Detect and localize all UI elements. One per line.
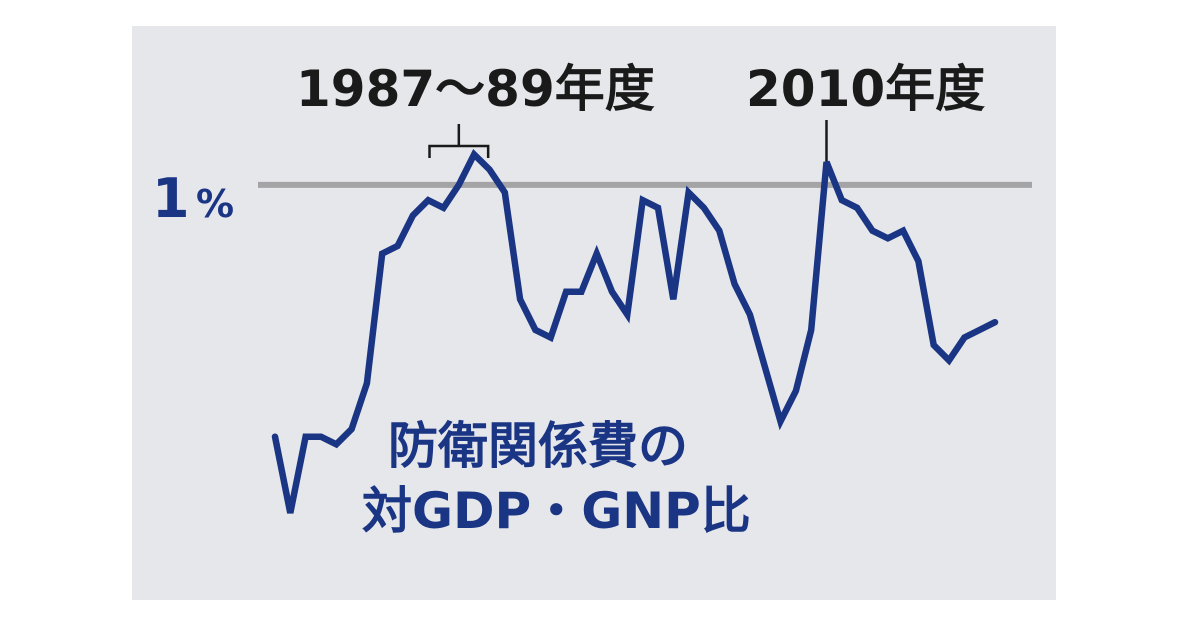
annotation-1987-89-bracket [428,124,490,158]
annotation-2010-label: 2010年度 [746,60,985,118]
annotation-1987-89-label: 1987〜89年度 [296,60,655,118]
reference-label-unit: % [196,182,234,226]
chart-title-line-2: 対GDP・GNP比 [362,482,751,540]
series-points [274,154,996,514]
reference-label-value: 1 [152,167,190,230]
series-line-defense-ratio [271,148,999,514]
chart-title-line-1: 防衛関係費の [388,417,688,475]
